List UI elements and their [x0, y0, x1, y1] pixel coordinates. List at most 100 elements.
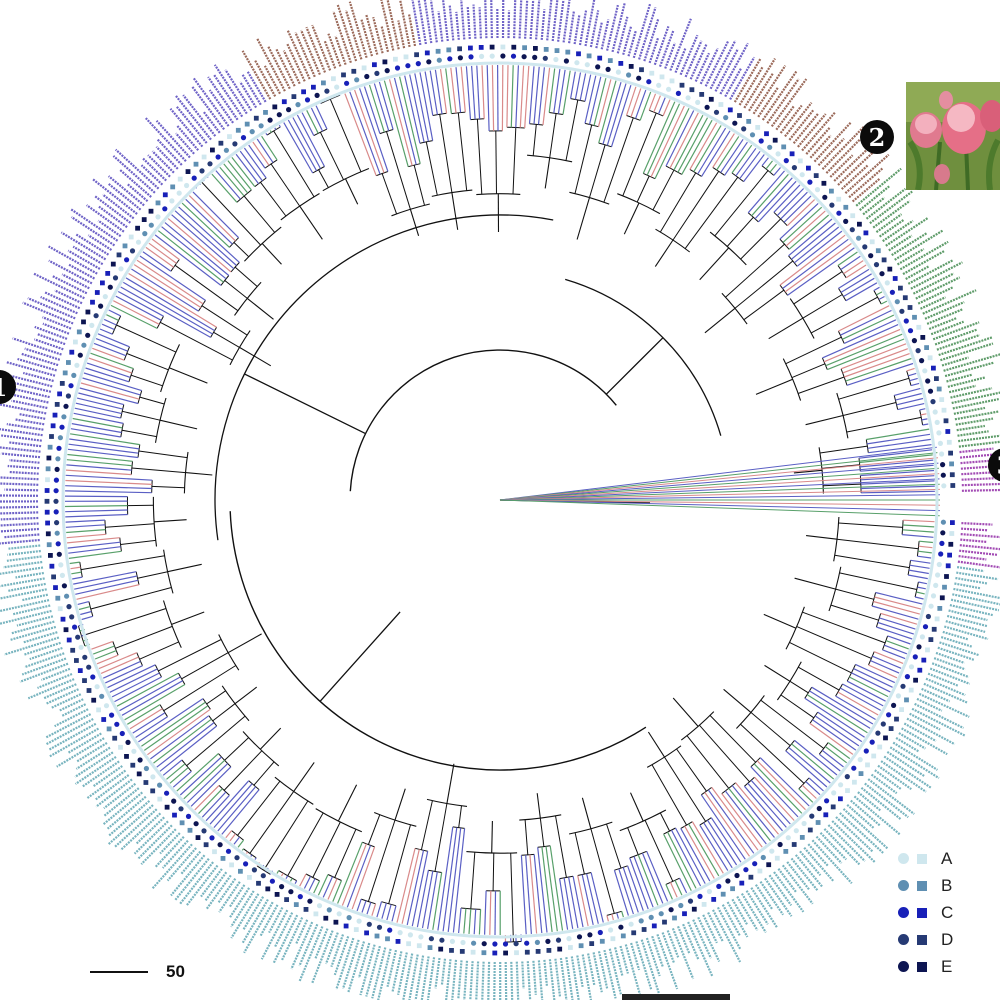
tip-label-mark [377, 948, 392, 1000]
tip-label-mark [958, 555, 987, 561]
tip-label-mark [200, 868, 223, 898]
tip-label-mark [799, 850, 822, 877]
tree-branch [842, 314, 895, 340]
tip-label-mark [532, 960, 537, 995]
tree-branch [80, 610, 92, 616]
tip-circle-marker [687, 898, 694, 904]
tip-square-marker [73, 339, 78, 345]
tree-branch [697, 127, 727, 175]
tip-square-marker [950, 520, 955, 525]
tree-branch [750, 779, 791, 825]
legend-circle-marker [898, 880, 909, 891]
tree-branch [71, 571, 82, 575]
tree-branch [130, 374, 163, 387]
tip-circle-marker [354, 77, 360, 83]
tree-branch [141, 701, 206, 747]
tip-square-marker [797, 158, 803, 164]
tip-label-mark [133, 820, 169, 855]
tip-label-mark [103, 787, 140, 817]
tip-square-marker [274, 892, 280, 897]
tip-square-marker [96, 707, 101, 713]
tree-branch [806, 535, 838, 540]
tree-branch [78, 606, 91, 611]
tip-circle-marker [118, 266, 124, 272]
tree-branch [809, 690, 871, 729]
tree-branch [186, 763, 229, 803]
tree-branch [731, 785, 775, 838]
tree-branch [819, 445, 868, 454]
tip-square-marker [256, 880, 261, 886]
tip-label-mark [254, 60, 277, 97]
tree-branch [882, 649, 906, 660]
tree-branch [116, 672, 179, 707]
tip-square-marker [385, 936, 390, 942]
tip-circle-marker [81, 342, 87, 348]
tree-branch [217, 786, 257, 832]
tip-square-marker [682, 911, 687, 917]
tree-branch [837, 691, 879, 716]
tip-circle-marker [903, 318, 909, 324]
tree-branch [726, 216, 754, 247]
tree-branch [185, 198, 233, 245]
tree-branch [657, 97, 666, 115]
tip-circle-marker [900, 683, 906, 689]
tip-label-mark [420, 956, 430, 1000]
tree-arc [214, 214, 554, 541]
tip-square-marker [511, 44, 517, 50]
tip-label-mark [960, 464, 1000, 470]
group-badge-1: 1 [0, 370, 16, 404]
tip-label-mark [936, 333, 980, 351]
tip-square-marker [51, 574, 56, 580]
tip-circle-marker [814, 187, 821, 193]
tip-circle-marker [889, 289, 896, 295]
tip-label-mark [726, 901, 749, 938]
tree-branch [674, 880, 683, 896]
tip-label-mark [17, 357, 57, 372]
tree-branch [137, 571, 168, 579]
tree-branch [903, 519, 935, 523]
tree-branch [138, 698, 204, 743]
tip-circle-marker [53, 509, 59, 515]
tree-arc [837, 265, 847, 279]
tree-branch [764, 664, 791, 682]
tree-branch [877, 621, 914, 635]
tip-label-mark [371, 947, 387, 999]
tree-branch [837, 251, 858, 266]
tree-branch [124, 683, 186, 721]
tree-branch [393, 77, 417, 165]
tree-branch [760, 699, 825, 749]
tip-circle-marker [58, 562, 64, 568]
tip-square-marker [764, 131, 769, 137]
tip-label-mark [912, 272, 955, 295]
tip-square-marker [949, 472, 955, 478]
tip-square-marker [941, 407, 947, 413]
tip-label-mark [3, 533, 40, 539]
tip-square-marker [546, 948, 552, 953]
tip-circle-marker [656, 82, 662, 88]
tree-branch [74, 407, 121, 419]
tree-branch [784, 243, 852, 293]
tip-square-marker [74, 658, 79, 663]
tip-label-mark [42, 316, 72, 330]
tree-branch [779, 202, 819, 240]
tip-label-mark [821, 126, 865, 170]
tree-branch [159, 725, 218, 772]
tree-branch [902, 534, 934, 538]
tip-square-marker [157, 796, 163, 802]
tip-square-marker [86, 688, 92, 693]
tree-branch [205, 794, 230, 822]
tree-branch [536, 793, 541, 819]
tip-label-mark [42, 322, 70, 335]
tree-branch [181, 652, 229, 680]
tip-square-marker [492, 950, 498, 956]
tip-label-mark [408, 14, 417, 47]
tip-label-mark [21, 593, 49, 602]
tip-square-marker [263, 110, 268, 115]
tip-label-mark [243, 901, 274, 954]
tip-square-marker [170, 184, 176, 190]
tree-branch [256, 138, 274, 163]
tip-square-marker [341, 72, 346, 78]
tree-branch [723, 688, 752, 713]
tree-branch [622, 112, 657, 196]
tip-circle-marker [199, 168, 205, 174]
